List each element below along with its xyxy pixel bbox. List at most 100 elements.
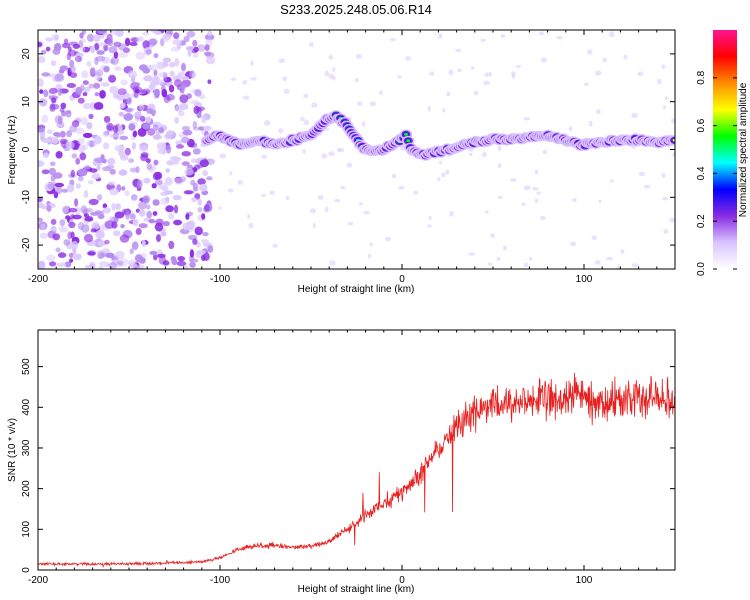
heatmap-noise-blob [59,130,66,138]
heatmap-noise-blob [57,252,67,258]
heatmap-faint-blob [442,108,446,113]
heatmap-noise-blob [118,51,128,58]
heatmap-faint-blob [528,256,533,261]
heatmap-noise-blob [194,89,202,97]
heatmap-noise-blob [61,188,68,193]
heatmap-faint-blob [250,77,257,81]
heatmap-noise-blob [101,248,111,254]
colorbar-tick-label: 0.8 [696,70,707,84]
heatmap-noise-blob [107,157,116,166]
heatmap-noise-blob [179,102,189,111]
heatmap-noise-blob [141,88,151,95]
heatmap-noise-blob [152,134,162,140]
heatmap-noise-blob [142,123,151,130]
y-tick-label: 200 [21,480,32,497]
heatmap-noise-blob [192,182,199,190]
heatmap-noise-blob [128,158,135,163]
heatmap-noise-blob [139,103,145,111]
heatmap-noise-blob [38,78,44,87]
heatmap-noise-blob [52,233,61,241]
heatmap-noise-blob [199,159,209,168]
heatmap-faint-blob [661,64,666,70]
heatmap-noise-blob [47,183,56,189]
heatmap-noise-blob [45,46,51,52]
heatmap-noise-blob [66,184,75,193]
heatmap-faint-blob [669,217,675,223]
heatmap-noise-blob [70,231,75,239]
heatmap-faint-blob [354,78,359,83]
heatmap-noise-blob [54,182,65,188]
heatmap-faint-blob [269,190,275,195]
heatmap-noise-blob [42,152,50,159]
y-tick-label: 300 [21,439,32,456]
heatmap-ridge-cell [406,139,411,143]
heatmap-faint-blob [596,109,601,115]
heatmap-noise-blob [50,226,57,232]
heatmap-noise-blob [203,171,209,176]
heatmap-faint-blob [456,68,462,72]
heatmap-noise-blob [46,205,52,212]
heatmap-noise-blob [165,93,175,101]
heatmap-noise-blob [172,157,182,162]
heatmap-noise-blob [106,122,114,132]
heatmap-faint-blob [429,71,435,76]
heatmap-noise-blob [66,130,73,138]
heatmap-noise-blob [187,50,192,57]
heatmap-faint-blob [390,38,396,42]
heatmap-noise-blob [153,53,159,59]
heatmap-noise-blob [84,233,93,243]
heatmap-noise-blob [197,178,206,186]
heatmap-noise-blob [191,72,197,78]
y-tick-label: -10 [21,190,32,205]
heatmap-faint-blob [523,262,529,267]
heatmap-noise-blob [168,240,175,250]
heatmap-noise-blob [176,260,187,267]
heatmap-faint-blob [532,187,539,191]
heatmap-noise-blob [113,41,122,48]
heatmap-noise-blob [132,130,138,138]
heatmap-faint-blob [638,171,646,176]
heatmap-noise-blob [89,67,96,76]
heatmap-faint-blob [540,215,546,221]
heatmap-noise-blob [143,177,151,184]
heatmap-faint-blob [427,224,432,228]
heatmap-noise-blob [82,92,88,97]
heatmap-noise-blob [196,112,202,119]
heatmap-noise-blob [68,207,78,213]
heatmap-faint-blob [610,179,614,183]
heatmap-noise-blob [171,259,178,266]
heatmap-noise-blob [110,59,115,64]
colorbar-tick-label: 0.4 [696,166,707,180]
heatmap-noise-blob [106,37,114,47]
heatmap-noise-blob [145,204,151,210]
heatmap-faint-blob [521,202,526,206]
heatmap-noise-blob [108,133,119,139]
heatmap-noise-blob [184,190,195,195]
heatmap-faint-blob [242,80,248,85]
heatmap-noise-blob [82,132,93,138]
heatmap-faint-blob [250,60,254,67]
heatmap-noise-blob [41,169,50,175]
heatmap-noise-blob [163,72,168,81]
heatmap-noise-blob [170,47,181,52]
heatmap-noise-blob [138,223,148,229]
heatmap-noise-blob [203,125,212,132]
heatmap-noise-blob [202,242,210,247]
heatmap-noise-blob [117,88,127,95]
heatmap-noise-blob [88,113,94,119]
heatmap-faint-blob [446,91,451,97]
heatmap-noise-blob [180,76,189,81]
heatmap-noise-blob [146,162,153,170]
heatmap-noise-blob [181,62,186,72]
heatmap-noise-blob [151,183,157,189]
heatmap-faint-blob [523,117,531,121]
heatmap-noise-blob [83,220,89,226]
heatmap-noise-blob [179,94,189,104]
heatmap-noise-blob [109,168,116,175]
heatmap-noise-blob [90,228,97,233]
heatmap-faint-blob [302,148,306,154]
heatmap-noise-blob [153,159,159,166]
heatmap-noise-blob [108,262,118,269]
heatmap-noise-blob [81,70,89,79]
